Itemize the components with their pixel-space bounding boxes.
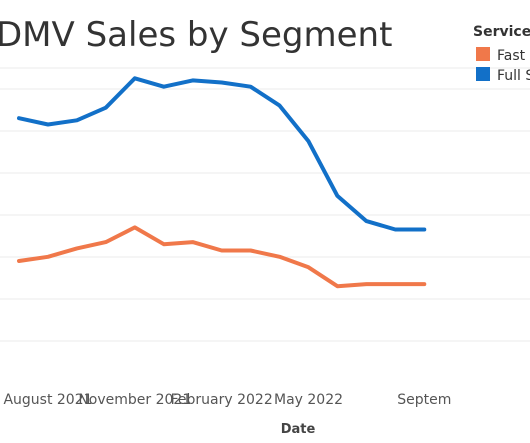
x-axis-title: Date [281,422,316,437]
gridlines [0,67,530,342]
x-tick-label: August 2021 [3,392,92,408]
series-line-full [17,76,427,232]
series-line-fast [17,225,427,289]
legend-title: Service [473,24,530,40]
x-tick-label: Septem [397,392,451,408]
series-layer [17,76,427,289]
legend-swatch-full [476,67,490,81]
x-tick-label: May 2022 [274,392,343,408]
legend-swatch-fast [476,47,490,61]
x-tick-label: November 2021 [78,392,191,408]
x-tick-label: February 2022 [171,392,273,408]
chart-title: DMV Sales by Segment [0,15,392,55]
legend-label-full: Full S [497,68,530,84]
legend: Service Fast Full S [473,24,530,84]
legend-label-fast: Fast [497,48,526,64]
